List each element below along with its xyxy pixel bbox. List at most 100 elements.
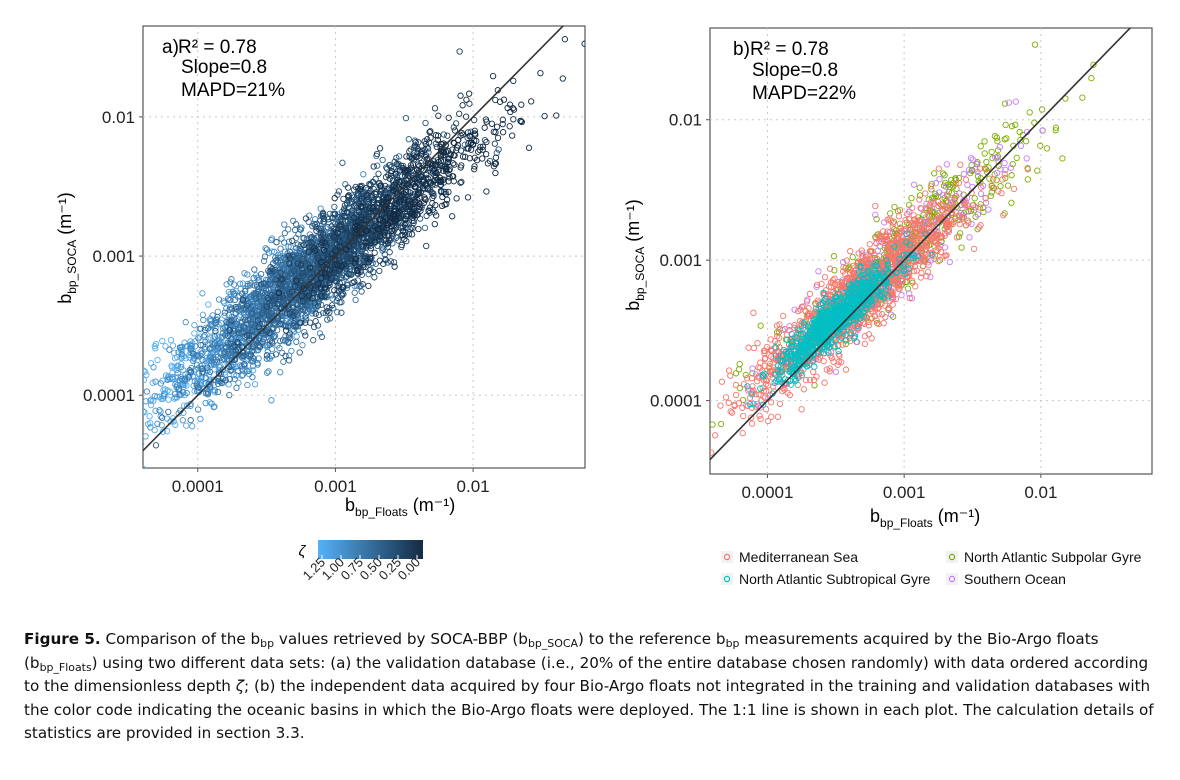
- data-point: [411, 183, 419, 190]
- data-point: [510, 106, 518, 113]
- data-point: [351, 245, 358, 252]
- data-point: [133, 428, 138, 433]
- data-point: [262, 245, 269, 252]
- data-point: [234, 346, 242, 354]
- data-point: [319, 212, 326, 219]
- data-point: [272, 258, 279, 265]
- data-point: [940, 170, 947, 177]
- data-point: [206, 345, 214, 352]
- data-point: [221, 345, 228, 352]
- data-point: [932, 180, 939, 187]
- data-point: [173, 366, 180, 374]
- data-point: [979, 182, 987, 189]
- data-point: [231, 296, 239, 304]
- data-point: [348, 271, 355, 278]
- data-point: [740, 381, 748, 388]
- data-point: [197, 415, 204, 423]
- data-point: [247, 351, 255, 358]
- data-point: [159, 428, 167, 435]
- data-point: [240, 323, 248, 330]
- data-point: [318, 275, 325, 282]
- data-point: [444, 132, 451, 139]
- data-point: [300, 272, 307, 279]
- data-point: [303, 301, 310, 308]
- data-point: [449, 146, 456, 153]
- data-point: [701, 425, 706, 430]
- data-point: [388, 227, 396, 234]
- panel-a-r2: R² = 0.78: [178, 37, 257, 58]
- data-point: [889, 313, 897, 320]
- data-point: [311, 244, 318, 252]
- data-point: [977, 190, 985, 197]
- data-point: [338, 309, 345, 316]
- data-point: [164, 428, 171, 435]
- data-point: [441, 163, 449, 170]
- data-point: [128, 379, 133, 384]
- data-point: [983, 158, 990, 166]
- data-point: [240, 352, 247, 359]
- data-point: [244, 316, 252, 324]
- data-point: [916, 196, 923, 203]
- data-point: [488, 120, 496, 127]
- data-point: [429, 170, 436, 177]
- data-point: [187, 417, 194, 424]
- data-point: [842, 340, 850, 348]
- data-point: [401, 221, 408, 229]
- data-point: [223, 344, 230, 351]
- data-point: [201, 326, 209, 334]
- data-point: [387, 202, 394, 210]
- data-point: [238, 339, 246, 347]
- data-point: [357, 184, 365, 191]
- data-point: [335, 283, 343, 290]
- data-point: [205, 325, 212, 332]
- data-point: [291, 283, 299, 290]
- data-point: [171, 395, 178, 402]
- data-point: [119, 414, 124, 419]
- data-point: [254, 347, 262, 354]
- data-point: [993, 154, 1001, 161]
- data-point: [354, 267, 361, 274]
- data-point: [941, 244, 949, 251]
- data-point: [732, 381, 740, 389]
- data-point: [437, 178, 444, 186]
- data-point: [157, 413, 164, 420]
- data-point: [967, 154, 975, 162]
- data-point: [1026, 109, 1033, 116]
- data-point: [943, 161, 950, 168]
- data-point: [415, 169, 422, 176]
- data-point: [411, 142, 418, 149]
- data-point: [344, 184, 352, 191]
- y-tick-label: 0.0001: [83, 386, 135, 405]
- data-point: [459, 102, 466, 109]
- data-point: [489, 72, 497, 80]
- data-point: [410, 181, 417, 188]
- data-point: [291, 268, 298, 275]
- data-point: [318, 285, 325, 292]
- data-point: [330, 269, 338, 277]
- data-point: [422, 152, 430, 159]
- data-point: [301, 251, 308, 258]
- data-point: [143, 403, 144, 406]
- data-point: [385, 232, 392, 240]
- data-point: [317, 260, 324, 267]
- data-point: [985, 206, 992, 213]
- data-point: [416, 200, 423, 207]
- data-point: [988, 148, 995, 156]
- data-point: [336, 243, 344, 250]
- data-point: [328, 251, 335, 258]
- data-point: [461, 141, 468, 148]
- data-point: [350, 214, 357, 221]
- data-point: [321, 270, 328, 277]
- data-point: [314, 254, 322, 262]
- data-point: [908, 194, 915, 202]
- data-point: [476, 146, 483, 154]
- data-point: [375, 170, 382, 177]
- data-point: [365, 282, 372, 290]
- data-point: [302, 316, 309, 323]
- data-point: [264, 281, 271, 288]
- data-point: [471, 163, 478, 170]
- data-point: [358, 195, 365, 202]
- data-point: [406, 153, 413, 160]
- data-point: [362, 239, 369, 246]
- data-point: [287, 335, 294, 342]
